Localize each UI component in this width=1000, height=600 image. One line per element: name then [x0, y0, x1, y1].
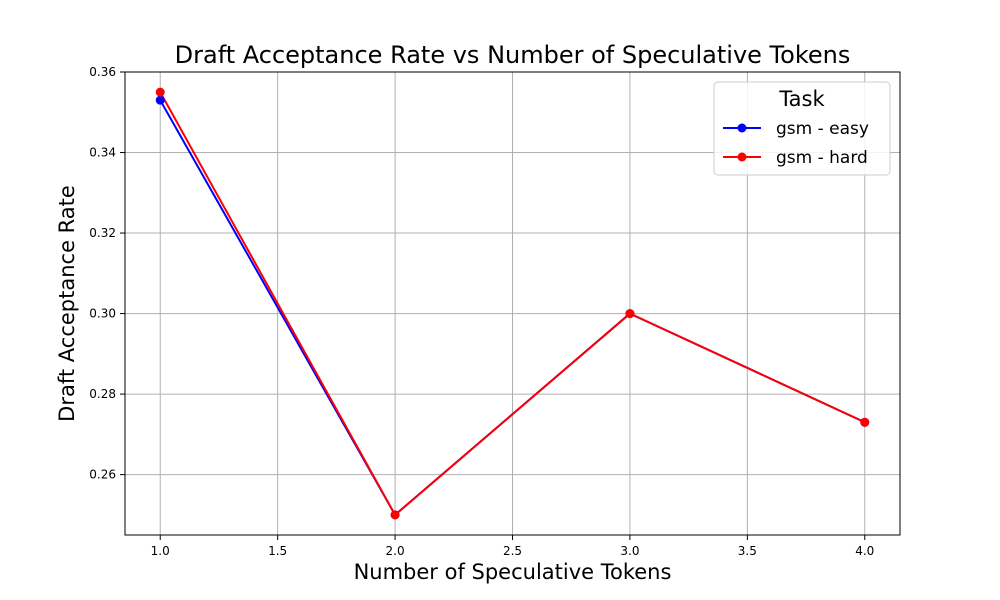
- y-tick-label: 0.26: [89, 468, 116, 482]
- series-markers: [155, 87, 870, 520]
- legend-box: [713, 81, 891, 176]
- x-tick-label: 2.0: [386, 544, 405, 558]
- x-tick-label: 4.0: [855, 544, 874, 558]
- legend-label: gsm - easy: [776, 119, 869, 139]
- y-tick-label: 0.28: [89, 387, 116, 401]
- x-tick-label: 3.0: [620, 544, 639, 558]
- y-tick-label: 0.36: [89, 65, 116, 79]
- y-tick-label: 0.30: [89, 307, 116, 321]
- x-tick-label: 1.5: [268, 544, 287, 558]
- x-tick-label: 3.5: [738, 544, 757, 558]
- data-point: [155, 95, 165, 105]
- y-tick-label: 0.34: [89, 146, 116, 160]
- x-axis-label: Number of Speculative Tokens: [354, 560, 672, 584]
- y-axis-label: Draft Acceptance Rate: [55, 185, 79, 422]
- data-point: [390, 510, 400, 520]
- data-point: [625, 309, 635, 319]
- legend-item: gsm - easy: [723, 119, 869, 139]
- legend-label: gsm - hard: [776, 148, 868, 168]
- legend-marker: [737, 152, 747, 162]
- legend-title: Task: [778, 87, 825, 111]
- x-tick-label: 2.5: [503, 544, 522, 558]
- y-axis: 0.26 0.28 0.30 0.32 0.34 0.36: [89, 65, 125, 482]
- series-lines: [159, 91, 866, 516]
- legend: Task gsm - easy gsm - hard: [713, 81, 891, 176]
- chart-title: Draft Acceptance Rate vs Number of Specu…: [175, 41, 851, 69]
- data-point: [860, 417, 870, 427]
- legend-item: gsm - hard: [723, 148, 868, 168]
- x-tick-label: 1.0: [151, 544, 170, 558]
- x-axis: 1.0 1.5 2.0 2.5 3.0 3.5 4.0: [151, 535, 874, 558]
- y-tick-label: 0.32: [89, 226, 116, 240]
- series-line-1: [159, 91, 866, 516]
- data-point: [155, 87, 165, 97]
- legend-marker: [737, 123, 747, 133]
